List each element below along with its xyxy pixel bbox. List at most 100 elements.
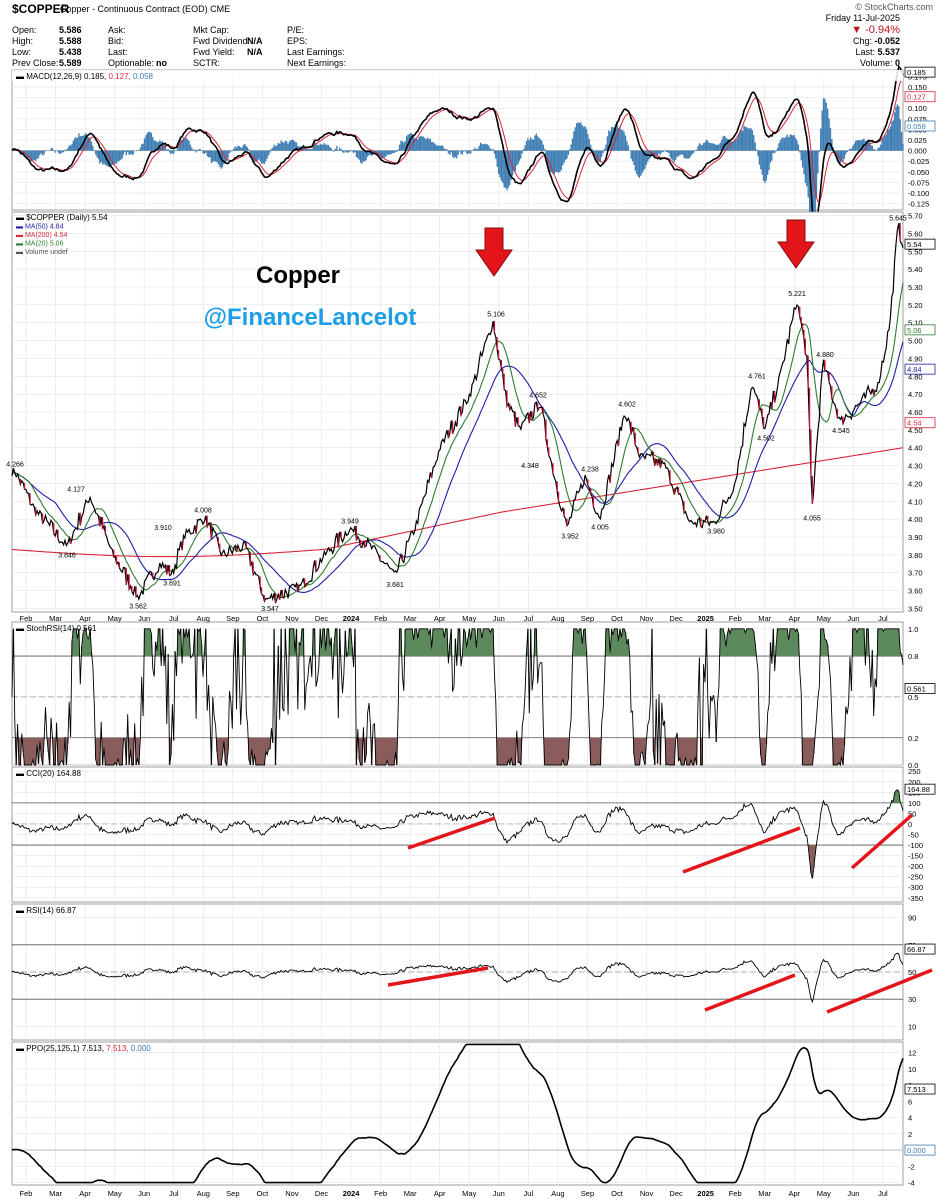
stochrsi-tick-3: 0.2 bbox=[908, 734, 918, 743]
price-annotation-18: 4.761 bbox=[748, 373, 766, 380]
fund-0: Mkt Cap: bbox=[193, 25, 230, 35]
macd-line bbox=[11, 65, 904, 226]
price-tick-19: 3.80 bbox=[908, 551, 923, 560]
price-xlabel-3: May bbox=[108, 614, 122, 623]
price-tag-ma50-box bbox=[904, 363, 936, 375]
ppo-xlabel-8: Oct bbox=[257, 1189, 270, 1198]
stochrsi-tick-2: 0.5 bbox=[908, 693, 918, 702]
price-tick-10: 4.70 bbox=[908, 390, 923, 399]
ppo-xlabel-22: Dec bbox=[669, 1189, 683, 1198]
macd-tick-4: 0.075 bbox=[908, 115, 927, 124]
ppo-xlabel-17: Jul bbox=[524, 1189, 534, 1198]
price-xlabel-21: Nov bbox=[640, 614, 654, 623]
ma20-line bbox=[11, 282, 904, 599]
macd-tick-3: 0.100 bbox=[908, 104, 927, 113]
change-pct: ▼ -0.94% bbox=[851, 24, 900, 36]
earn-2: Last Earnings: bbox=[287, 47, 345, 57]
price-xlabel-8: Oct bbox=[257, 614, 270, 623]
ppo-xlabel-15: May bbox=[462, 1189, 476, 1198]
ppo-xlabel-0: Feb bbox=[20, 1189, 33, 1198]
ppo-xlabel-21: Nov bbox=[640, 1189, 654, 1198]
macd-tick-10: -0.075 bbox=[908, 178, 929, 187]
earn-0: P/E: bbox=[287, 25, 305, 35]
price-legend-volume: ▬ Volume undef bbox=[16, 249, 68, 256]
price-annotation-2: 3.846 bbox=[58, 553, 76, 560]
ppo-tag: 7.513 bbox=[907, 1085, 926, 1094]
macd-tick-12: -0.125 bbox=[908, 200, 929, 209]
macd-signal-line bbox=[11, 77, 904, 203]
price-xlabel-1: Mar bbox=[49, 614, 62, 623]
macd-tick-6: 0.025 bbox=[908, 136, 927, 145]
cci-trendline-0 bbox=[407, 816, 496, 850]
price-tag-last: 5.54 bbox=[907, 240, 922, 249]
ppo-tick-4: 4 bbox=[908, 1114, 912, 1123]
ppo-tick-1: 10 bbox=[908, 1065, 916, 1074]
stochrsi-tick-4: 0.0 bbox=[908, 761, 918, 770]
price-xlabel-0: Feb bbox=[20, 614, 33, 623]
date-label: Friday 11-Jul-2025 bbox=[825, 13, 900, 23]
ppo-tick-7: -2 bbox=[908, 1162, 915, 1171]
fund-2: Fwd Yield: N/A bbox=[193, 47, 263, 57]
ppo-xlabel-26: Apr bbox=[788, 1189, 800, 1198]
price-tick-7: 5.00 bbox=[908, 337, 923, 346]
price-xlabel-4: Jun bbox=[138, 614, 150, 623]
ppo-xlabel-28: Jun bbox=[847, 1189, 859, 1198]
rsi-tag-box bbox=[904, 943, 936, 955]
price-tick-21: 3.60 bbox=[908, 587, 923, 596]
ppo-xlabel-25: Mar bbox=[758, 1189, 771, 1198]
right-stat-1: Last: 5.537 bbox=[855, 47, 900, 57]
rsi-tick-2: 50 bbox=[908, 968, 916, 977]
ppo-xlabel-23: 2025 bbox=[697, 1189, 714, 1198]
ppo-xlabel-29: Jul bbox=[878, 1189, 888, 1198]
rsi-legend: ▬ RSI(14) 66.87 bbox=[16, 906, 77, 915]
price-xlabel-24: Feb bbox=[729, 614, 742, 623]
price-tick-9: 4.80 bbox=[908, 372, 923, 381]
chart-header: $COPPER Copper - Continuous Contract (EO… bbox=[0, 0, 945, 70]
cci-tick-8: -150 bbox=[908, 852, 923, 861]
price-tick-18: 3.90 bbox=[908, 533, 923, 542]
price-annotation-12: 4.348 bbox=[521, 463, 539, 470]
price-annotation-9: 3.681 bbox=[386, 582, 404, 589]
ppo-xlabel-3: May bbox=[108, 1189, 122, 1198]
price-xlabel-27: May bbox=[817, 614, 831, 623]
ppo-xlabel-6: Aug bbox=[197, 1189, 210, 1198]
quote-3: Optionable: no bbox=[108, 58, 167, 68]
price-tag-last-box bbox=[904, 238, 936, 250]
quote-2: Last: bbox=[108, 47, 128, 57]
price-annotation-14: 4.005 bbox=[591, 524, 609, 531]
cci-tick-5: 0 bbox=[908, 820, 912, 829]
rsi-trendline-1 bbox=[704, 973, 796, 1012]
price-annotation-0: 4.266 bbox=[6, 462, 24, 469]
stochrsi-legend: ▬ StochRSI(14) 0.561 bbox=[16, 624, 97, 633]
ppo-xlabel-11: 2024 bbox=[343, 1189, 361, 1198]
price-xlabel-5: Jul bbox=[169, 614, 179, 623]
rsi-tag: 66.87 bbox=[907, 945, 926, 954]
ppo-xlabel-20: Oct bbox=[611, 1189, 624, 1198]
cci-tick-12: -350 bbox=[908, 894, 923, 903]
price-line bbox=[11, 222, 904, 604]
price-xlabel-2: Apr bbox=[79, 614, 91, 623]
macd-tag-hist: 0.058 bbox=[907, 122, 926, 131]
cci-tick-0: 250 bbox=[908, 767, 921, 776]
price-xlabel-16: Jun bbox=[493, 614, 505, 623]
rsi-tick-3: 30 bbox=[908, 995, 916, 1004]
price-tick-0: 5.70 bbox=[908, 212, 923, 221]
overlay-title: Copper bbox=[256, 262, 340, 289]
macd-tick-11: -0.100 bbox=[908, 189, 929, 198]
price-xlabel-7: Sep bbox=[226, 614, 239, 623]
ppo-xlabel-7: Sep bbox=[226, 1189, 239, 1198]
macd-tag-signal-box bbox=[904, 91, 936, 103]
cci-tag-box bbox=[904, 783, 936, 795]
price-xlabel-25: Mar bbox=[758, 614, 771, 623]
macd-tag-macd: 0.185 bbox=[907, 68, 926, 77]
price-annotation-23: 4.055 bbox=[803, 515, 821, 522]
macd-legend: ▬ MACD(12,26,9) 0.185, 0.127, 0.058 bbox=[16, 72, 154, 81]
rsi-trendline-0 bbox=[387, 966, 489, 987]
price-annotation-19: 4.502 bbox=[757, 436, 775, 443]
macd-tick-8: -0.025 bbox=[908, 157, 929, 166]
cci-tick-10: -250 bbox=[908, 873, 923, 882]
ppo-xlabel-27: May bbox=[817, 1189, 831, 1198]
price-tick-6: 5.10 bbox=[908, 319, 923, 328]
ppo-xlabel-9: Nov bbox=[285, 1189, 299, 1198]
price-tick-22: 3.50 bbox=[908, 604, 923, 613]
